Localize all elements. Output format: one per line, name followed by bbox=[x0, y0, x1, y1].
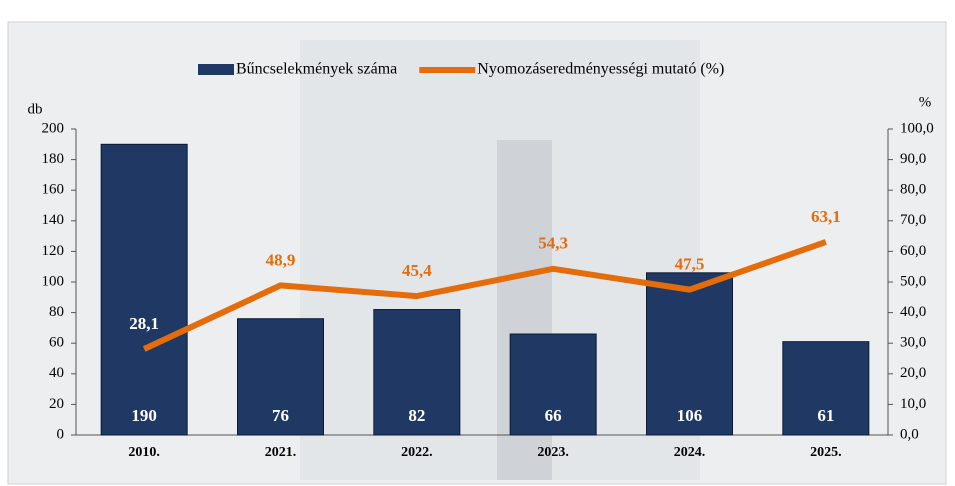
bar-value-label: 61 bbox=[817, 406, 834, 425]
y2-tick-label: 70,0 bbox=[900, 212, 926, 228]
line-value-label: 28,1 bbox=[129, 314, 159, 333]
line-value-label: 54,3 bbox=[538, 234, 568, 253]
bar-value-label: 190 bbox=[131, 406, 157, 425]
line-value-label: 48,9 bbox=[266, 250, 296, 269]
y-axis-label: db bbox=[28, 101, 43, 117]
y2-tick-label: 60,0 bbox=[900, 243, 926, 259]
x-tick-label: 2023. bbox=[537, 445, 569, 460]
y2-axis-label: % bbox=[919, 94, 932, 110]
legend-label: Nyomozáseredményességi mutató (%) bbox=[477, 61, 724, 78]
bar-value-label: 76 bbox=[272, 406, 289, 425]
y2-tick-label: 90,0 bbox=[900, 151, 926, 167]
y2-tick-label: 30,0 bbox=[900, 335, 926, 351]
y-tick-label: 140 bbox=[42, 212, 65, 228]
y2-tick-label: 100,0 bbox=[900, 120, 934, 136]
y2-tick-label: 10,0 bbox=[900, 396, 926, 412]
y-tick-label: 160 bbox=[42, 182, 65, 198]
y-tick-label: 180 bbox=[42, 151, 65, 167]
y2-tick-label: 50,0 bbox=[900, 273, 926, 289]
bar bbox=[101, 144, 187, 435]
y2-tick-label: 20,0 bbox=[900, 365, 926, 381]
x-tick-label: 2024. bbox=[674, 445, 706, 460]
y2-tick-label: 0,0 bbox=[900, 426, 919, 442]
line-value-label: 45,4 bbox=[402, 261, 432, 280]
bar-value-label: 106 bbox=[677, 406, 703, 425]
chart: db % 0 20 40 60 80 100 120 140 160 180 200 0,0 10,0 2… bbox=[0, 0, 955, 486]
legend-label: Bűncselekmények száma bbox=[236, 61, 397, 78]
y-tick-label: 200 bbox=[42, 120, 65, 136]
y2-tick-label: 40,0 bbox=[900, 304, 926, 320]
line-value-label: 47,5 bbox=[675, 255, 705, 274]
y-tick-label: 20 bbox=[49, 396, 64, 412]
bar-value-label: 82 bbox=[408, 406, 425, 425]
x-tick-label: 2021. bbox=[265, 445, 297, 460]
y-tick-label: 60 bbox=[49, 335, 64, 351]
bar-value-label: 66 bbox=[545, 406, 562, 425]
x-tick-label: 2025. bbox=[810, 445, 842, 460]
y-tick-label: 100 bbox=[42, 273, 65, 289]
x-tick-label: 2010. bbox=[128, 445, 160, 460]
line-value-label: 63,1 bbox=[811, 207, 841, 226]
legend-swatch bbox=[198, 64, 234, 75]
y-tick-label: 120 bbox=[42, 243, 65, 259]
y-tick-label: 80 bbox=[49, 304, 64, 320]
page: db % 0 20 40 60 80 100 120 140 160 180 200 0,0 10,0 2… bbox=[0, 0, 955, 486]
y-tick-label: 40 bbox=[49, 365, 64, 381]
x-tick-label: 2022. bbox=[401, 445, 433, 460]
y-tick-label: 0 bbox=[57, 426, 65, 442]
y2-tick-label: 80,0 bbox=[900, 182, 926, 198]
